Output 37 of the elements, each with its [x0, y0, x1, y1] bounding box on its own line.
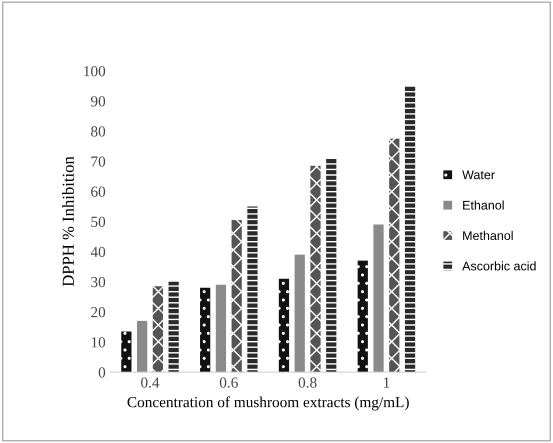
y-tick-label: 100: [84, 66, 106, 76]
y-tick-label: 10: [92, 337, 106, 348]
bar: [232, 220, 242, 372]
bar: [200, 288, 210, 372]
x-tick-label: 1: [384, 377, 390, 388]
x-axis-title: Concentration of mushroom extracts (mg/mL): [128, 396, 409, 410]
bar: [326, 158, 336, 372]
y-tick-label: 70: [91, 156, 106, 167]
y-tick-label: 0: [98, 367, 106, 378]
legend-label: Ethanol: [463, 200, 504, 210]
bar: [137, 320, 148, 372]
y-tick-label: 20: [91, 307, 106, 318]
bar: [278, 278, 290, 372]
bar: [247, 206, 258, 372]
bar: [404, 86, 416, 372]
bar: [121, 331, 132, 372]
y-tick-label: 30: [91, 276, 106, 288]
legend-label: Water: [462, 170, 495, 180]
y-tick-label: 50: [91, 216, 106, 227]
y-tick-label: 60: [91, 186, 106, 197]
bar: [373, 224, 384, 372]
bar: [389, 138, 400, 372]
bar: [294, 254, 305, 372]
bar: [152, 286, 164, 372]
y-tick-label: 40: [90, 246, 106, 258]
legend-label: Methanol: [463, 230, 513, 240]
bar: [310, 166, 321, 372]
legend-label: Ascorbic acid: [462, 261, 536, 270]
bar: [358, 260, 368, 372]
x-tick-label: 0.8: [298, 377, 317, 388]
bar: [168, 282, 179, 372]
bar: [216, 284, 226, 372]
y-axis-title: DPPH % Inhibition: [62, 156, 74, 286]
x-tick-label: 0.6: [220, 377, 238, 388]
x-tick-label: 0.4: [141, 377, 160, 388]
y-tick-label: 90: [90, 96, 106, 106]
y-tick-label: 80: [91, 126, 106, 137]
